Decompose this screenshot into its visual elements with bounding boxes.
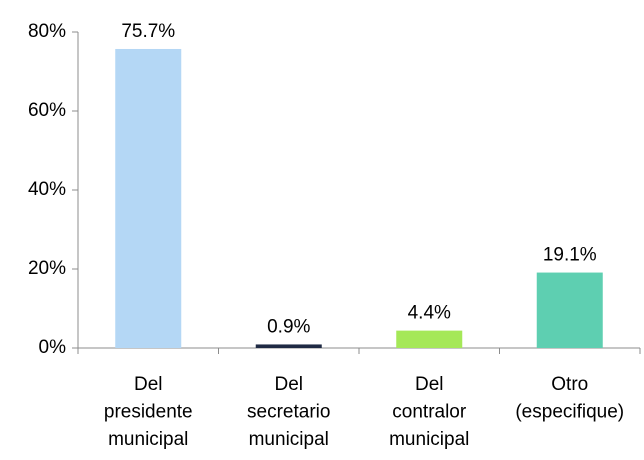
bar <box>255 344 322 348</box>
y-tick-label: 0% <box>39 337 67 358</box>
x-tick-line: municipal <box>108 429 188 450</box>
bar <box>536 272 603 348</box>
x-tick-label: Del secretario municipal <box>247 374 330 450</box>
y-tick-label: 60% <box>28 100 66 121</box>
x-tick-label: Del presidente municipal <box>104 374 193 450</box>
y-tick-label: 80% <box>28 21 66 42</box>
x-tick-line: Del <box>134 374 163 395</box>
y-tick-label: 40% <box>28 179 66 200</box>
x-tick-line: Del <box>274 374 303 395</box>
value-label: 4.4% <box>408 303 451 324</box>
x-tick-line: (especifique) <box>515 402 624 423</box>
value-label: 19.1% <box>543 245 597 266</box>
bar <box>115 48 182 349</box>
x-tick-label: Del contralor municipal <box>389 374 469 450</box>
y-tick-label: 20% <box>28 258 66 279</box>
x-tick-line: presidente <box>104 402 193 423</box>
x-tick-label: Otro (especifique) <box>515 374 624 423</box>
x-tick-line: Otro <box>551 374 588 395</box>
x-tick-line: municipal <box>249 429 329 450</box>
bar <box>396 330 463 348</box>
value-label: 75.7% <box>121 21 175 42</box>
value-label: 0.9% <box>267 316 310 337</box>
x-tick-line: contralor <box>392 402 467 423</box>
x-tick-line: Del <box>415 374 444 395</box>
x-tick-line: municipal <box>389 429 469 450</box>
x-tick-line: secretario <box>247 402 330 423</box>
